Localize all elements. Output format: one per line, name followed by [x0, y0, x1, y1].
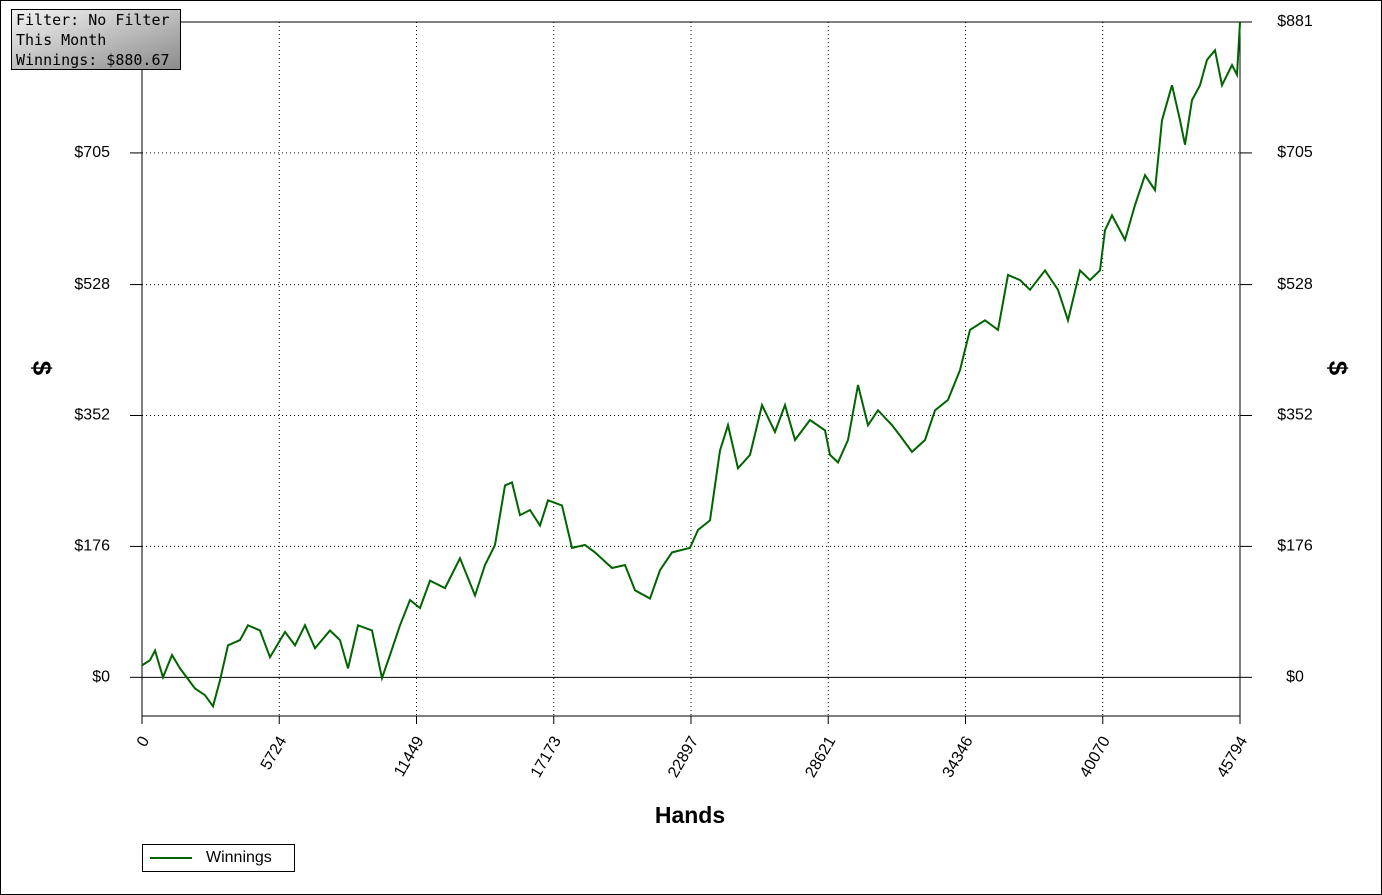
plot-frame — [141, 21, 1241, 717]
y-tick-label: $176 — [74, 538, 110, 555]
y-tick-label: $528 — [74, 276, 110, 293]
annotation: Winnings: $880.67 — [16, 51, 170, 69]
y-tick-label: $352 — [74, 407, 110, 424]
info-box-bg — [11, 9, 181, 70]
series-line — [141, 22, 1241, 709]
y-tick-label: $705 — [74, 144, 110, 161]
y-tick-label: $0 — [92, 669, 110, 686]
legend-label: Winnings — [206, 849, 272, 866]
x-axis-label: Hands — [655, 802, 725, 828]
info-box: Filter: No Filter This Month Winnings: $… — [11, 9, 181, 70]
y2-tick-label: $528 — [1277, 276, 1313, 293]
legend: Winnings — [142, 844, 295, 872]
y2-tick-label: $352 — [1277, 407, 1313, 424]
y2-axis-label: $ — [1323, 361, 1353, 376]
y2-tick-label: $881 — [1277, 13, 1313, 30]
annotation: Filter: No Filter — [16, 11, 170, 29]
y2-tick-label: $705 — [1277, 144, 1313, 161]
y2-tick-label: $176 — [1277, 538, 1313, 555]
y2-tick-label: $0 — [1286, 669, 1304, 686]
y-axis-label: $ — [27, 361, 57, 376]
annotation: This Month — [16, 31, 106, 49]
